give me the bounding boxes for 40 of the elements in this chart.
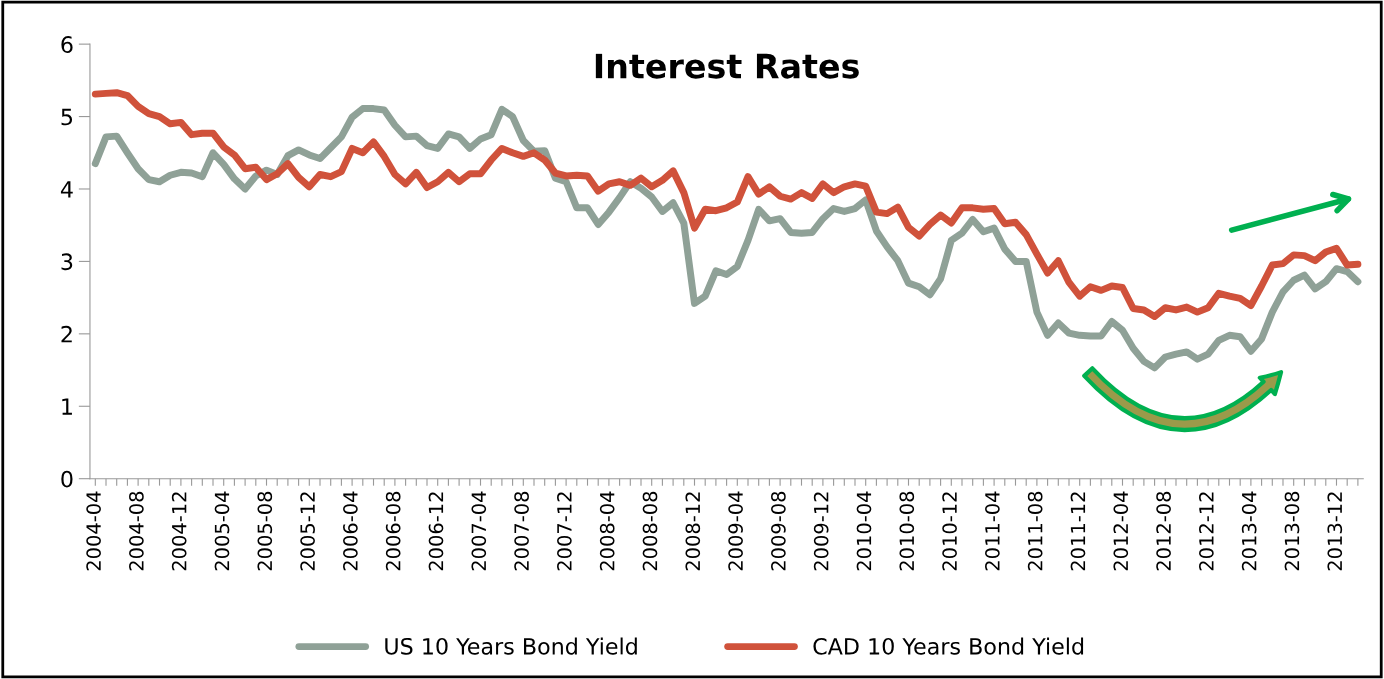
y-tick-label: 5 <box>61 108 73 126</box>
y-tick-label: 4 <box>60 181 73 198</box>
x-tick-label: 2005-08 <box>257 491 273 571</box>
x-tick-label: 2007-12 <box>557 492 572 571</box>
y-tick-label: 0 <box>61 470 73 488</box>
x-tick-label: 2010-04 <box>856 491 872 571</box>
x-tick-label: 2004-12 <box>171 492 187 571</box>
x-tick-label: 2007-08 <box>514 491 529 571</box>
y-tick-label: 1 <box>62 398 72 415</box>
x-tick-label: 2006-08 <box>385 491 401 571</box>
x-tick-label: 2008-08 <box>642 491 658 571</box>
x-tick-label: 2004-08 <box>129 491 144 571</box>
x-tick-label: 2005-04 <box>214 491 230 571</box>
chart-title: Interest Rates <box>595 53 859 79</box>
x-tick-label: 2011-12 <box>1070 492 1086 571</box>
x-tick-label: 2013-08 <box>1284 491 1300 571</box>
x-tick-label: 2007-04 <box>471 491 487 571</box>
x-tick-label: 2009-04 <box>728 491 743 571</box>
legend-label: CAD 10 Years Bond Yield <box>813 637 1084 655</box>
x-tick-label: 2005-12 <box>300 492 315 571</box>
y-tick-label: 6 <box>61 36 73 53</box>
x-tick-label: 2013-12 <box>1327 492 1343 571</box>
x-tick-label: 2012-04 <box>1113 491 1129 571</box>
x-tick-label: 2013-04 <box>1241 491 1257 571</box>
y-tick-label: 2 <box>61 325 72 343</box>
x-tick-label: 2006-12 <box>428 492 444 571</box>
x-tick-label: 2006-04 <box>343 491 358 571</box>
x-tick-label: 2009-12 <box>813 492 829 571</box>
legend-label: US 10 Years Bond Yield <box>385 637 637 655</box>
x-tick-label: 2012-12 <box>1199 492 1214 571</box>
x-tick-label: 2008-12 <box>685 492 701 571</box>
x-tick-label: 2012-08 <box>1156 491 1171 571</box>
x-tick-label: 2011-04 <box>985 491 1000 571</box>
x-tick-label: 2011-08 <box>1027 491 1043 571</box>
x-tick-label: 2010-08 <box>899 491 915 571</box>
x-tick-label: 2009-08 <box>771 491 786 571</box>
x-tick-label: 2010-12 <box>942 492 957 571</box>
y-tick-label: 3 <box>61 253 73 271</box>
x-tick-label: 2004-04 <box>86 491 101 571</box>
x-tick-label: 2008-04 <box>599 491 615 571</box>
